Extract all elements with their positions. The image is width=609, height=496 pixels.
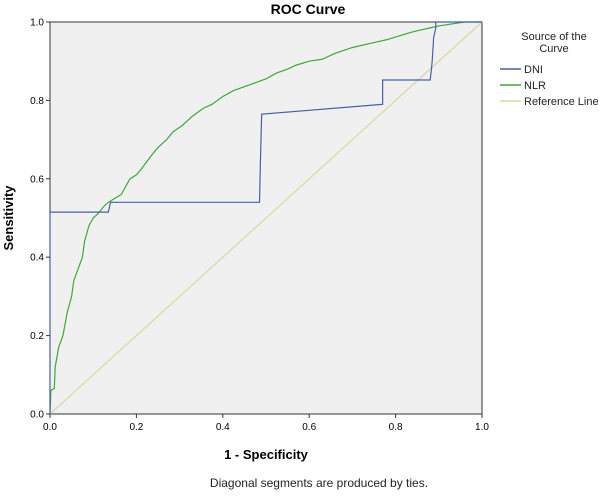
series-layer	[49, 21, 483, 415]
y-axis-ticks: 0.0 0.2 0.4 0.6 0.8 1.0	[30, 18, 50, 421]
series-line-nlr	[49, 21, 482, 415]
y-axis-title: Sensitivity	[1, 185, 16, 251]
series-line-dni	[49, 21, 482, 414]
legend-label-dni: DNI	[524, 64, 543, 76]
y-tick-label: 1.0	[30, 18, 44, 29]
y-tick-label: 0.2	[30, 331, 44, 342]
y-tick-label: 0.4	[30, 253, 44, 264]
x-axis-ticks: 0.0 0.2 0.4 0.6 0.8 1.0	[43, 414, 489, 433]
x-tick-label: 1.0	[475, 422, 489, 433]
legend: Source of the Curve DNI NLR Reference Line	[500, 31, 599, 108]
x-axis-title: 1 - Specificity	[224, 447, 309, 462]
footnote: Diagonal segments are produced by ties.	[210, 476, 428, 490]
legend-label-nlr: NLR	[524, 80, 546, 92]
legend-items: DNI NLR Reference Line	[500, 64, 599, 108]
y-tick-label: 0.0	[30, 410, 44, 421]
y-tick-label: 0.8	[30, 96, 44, 107]
x-tick-label: 0.6	[302, 422, 316, 433]
chart-title: ROC Curve	[271, 1, 346, 17]
x-tick-label: 0.2	[129, 422, 143, 433]
legend-title: Source of the Curve	[521, 31, 586, 55]
y-tick-label: 0.6	[30, 174, 44, 185]
legend-label-reference-line: Reference Line	[524, 96, 599, 108]
series-line-reference-line	[49, 21, 483, 415]
x-tick-label: 0.0	[43, 422, 57, 433]
x-tick-label: 0.4	[216, 422, 230, 433]
x-tick-label: 0.8	[389, 422, 403, 433]
